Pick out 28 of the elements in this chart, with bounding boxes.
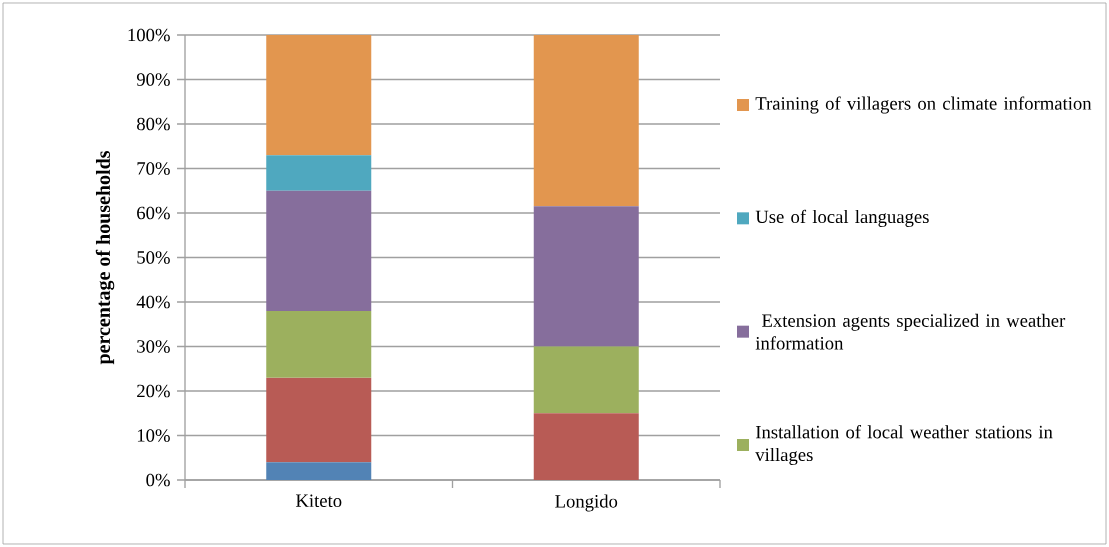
x-tick-label: Longido: [555, 494, 618, 512]
legend-label: Extension agents specialized in weather information: [755, 313, 1066, 350]
bar: [266, 310, 372, 378]
bar: [266, 377, 372, 463]
y-tick-label: 70%: [137, 162, 170, 175]
bar: [533, 35, 639, 207]
bar: [533, 413, 639, 480]
x-tick-label: Kiteto: [295, 494, 342, 508]
legend-label: Installation of local weather stations in villages: [755, 425, 1053, 465]
y-tick-label: 40%: [136, 295, 170, 309]
bar: [266, 462, 372, 480]
y-tick-label: 90%: [136, 73, 170, 86]
bar: [266, 190, 372, 311]
bar: [533, 346, 639, 414]
y-tick-label: 100%: [128, 28, 170, 42]
y-axis-title: percentage of households: [95, 150, 115, 365]
y-tick-label: 80%: [137, 117, 170, 131]
y-tick-label: 10%: [137, 429, 170, 442]
y-tick-label: 20%: [137, 384, 170, 398]
y-tick-label: 50%: [137, 251, 170, 264]
bar: [533, 206, 639, 347]
bar: [266, 155, 372, 191]
y-tick-label: 0%: [146, 473, 170, 487]
y-tick-label: 60%: [137, 206, 170, 220]
legend-label: Use of local languages: [755, 209, 929, 227]
legend-label: Training of villagers on climate information: [755, 96, 1092, 114]
bar: [266, 35, 372, 156]
y-tick-label: 30%: [137, 340, 170, 353]
